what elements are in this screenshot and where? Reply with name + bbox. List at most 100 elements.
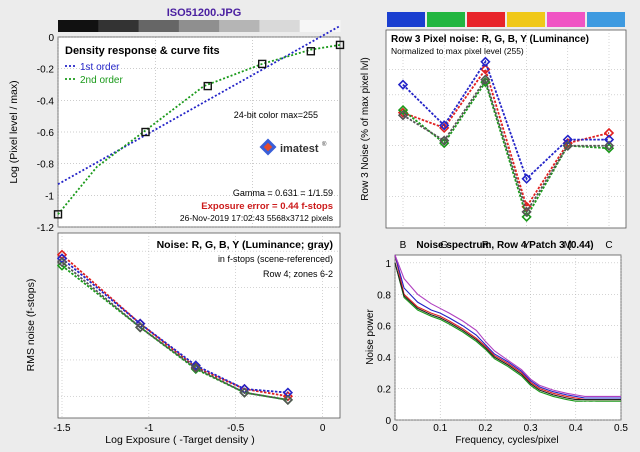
density-series bbox=[53, 25, 345, 219]
step-patch-1 bbox=[98, 20, 140, 32]
step-patch-2 bbox=[138, 20, 180, 32]
density-response-panel: ISO51200.JPG -1.2 -1 -0.8 -0.6 -0.4 -0.2 0 Log… bbox=[8, 7, 345, 234]
pixel-noise-point-Y bbox=[397, 110, 409, 121]
imatest-logo-mark-inner bbox=[263, 142, 273, 152]
color-patch-Y bbox=[507, 12, 545, 27]
imatest-logo-text: imatest bbox=[280, 143, 319, 155]
legend-2nd-order-label: 2nd order bbox=[80, 75, 123, 86]
density-measured-point bbox=[141, 127, 150, 137]
pixel-noise-x-tick: C bbox=[605, 240, 612, 251]
density-line-2nd-order bbox=[57, 44, 341, 215]
exposure-error-note: Exposure error = 0.44 f-stops bbox=[201, 201, 333, 212]
density-grid bbox=[57, 36, 340, 228]
step-patch-6 bbox=[299, 20, 341, 32]
density-y-axis-label: Log (Pixel level / max) bbox=[8, 80, 20, 183]
date-note: 26-Nov-2019 17:02:43 5568x3712 pixels bbox=[180, 213, 333, 223]
fstop-noise-x-tick-labels: -1.5 -1 -0.5 0 bbox=[53, 423, 325, 434]
fstop-noise-note: Row 4; zones 6-2 bbox=[263, 269, 333, 279]
color-info-note: 24-bit color max=255 bbox=[234, 110, 318, 120]
density-chart-title: Density response & curve fits bbox=[65, 45, 220, 57]
fstop-noise-point-Y bbox=[282, 394, 294, 405]
density-measured-point bbox=[53, 210, 63, 219]
pixel-noise-point-B bbox=[562, 134, 573, 145]
density-y-tick: -1 bbox=[45, 191, 54, 202]
pixel-noise-x-tick: M bbox=[564, 240, 572, 251]
pixel-noise-point-B bbox=[439, 120, 450, 131]
pixel-noise-x-tick: Y bbox=[523, 240, 530, 251]
pixel-noise-point-B bbox=[603, 134, 615, 145]
pixel-noise-panel: Row 3 Pixel noise: R, G, B, Y (Luminance… bbox=[360, 12, 627, 251]
noise-spectrum-x-tick: 0.5 bbox=[614, 423, 628, 434]
pixel-noise-point-Y bbox=[480, 74, 491, 85]
pixel-noise-plot-area bbox=[385, 29, 627, 229]
noise-spectrum-y-tick: 0 bbox=[385, 416, 391, 427]
pixel-noise-series bbox=[397, 56, 615, 223]
pixel-noise-point-Y bbox=[521, 206, 532, 217]
density-y-tick: -0.8 bbox=[37, 160, 55, 171]
noise-spectrum-line-K bbox=[394, 262, 621, 401]
color-patch-C bbox=[587, 12, 625, 27]
step-patch-3 bbox=[178, 20, 220, 32]
noise-spectrum-plot-area bbox=[394, 254, 622, 421]
figure-title: ISO51200.JPG bbox=[167, 7, 242, 19]
density-y-tick: -0.4 bbox=[37, 96, 55, 107]
noise-spectrum-line-B bbox=[394, 254, 621, 399]
fstop-noise-point-Y bbox=[135, 322, 146, 333]
density-y-tick: -1.2 bbox=[37, 223, 55, 234]
density-y-tick: 0 bbox=[48, 33, 54, 44]
density-measured-point bbox=[306, 47, 316, 56]
color-patch-M bbox=[547, 12, 585, 27]
fstop-noise-plot-area bbox=[57, 232, 341, 419]
fstop-noise-point-Y bbox=[239, 387, 250, 398]
fstop-noise-x-axis-label: Log Exposure ( -Target density ) bbox=[105, 434, 254, 446]
pixel-noise-point-R bbox=[603, 127, 615, 139]
noise-spectrum-y-tick: 0.8 bbox=[377, 290, 391, 301]
fstop-noise-point-Y bbox=[190, 362, 201, 374]
fstop-noise-y-axis-label: RMS noise (f-stops) bbox=[25, 279, 37, 372]
pixel-noise-y-axis-label: Row 3 Noise (% of max pixel lvl) bbox=[360, 57, 371, 200]
fstop-noise-x-tick: -0.5 bbox=[227, 423, 245, 434]
pixel-noise-title: Row 3 Pixel noise: R, G, B, Y (Luminance… bbox=[391, 34, 589, 45]
density-y-tick: -0.2 bbox=[37, 65, 55, 76]
pixel-noise-point-B bbox=[480, 56, 491, 67]
pixel-noise-point-B bbox=[397, 79, 409, 90]
noise-spectrum-y-tick: 0.6 bbox=[377, 322, 391, 333]
pixel-noise-grid bbox=[386, 30, 626, 228]
fstop-noise-x-tick: 0 bbox=[320, 423, 326, 434]
noise-spectrum-y-tick: 0.4 bbox=[377, 353, 391, 364]
pixel-noise-point-Y bbox=[439, 135, 450, 146]
noise-spectrum-y-tick: 1 bbox=[385, 259, 391, 270]
watermark-text: ISO bbox=[582, 400, 598, 410]
color-patch-R bbox=[467, 12, 505, 27]
step-patch-4 bbox=[219, 20, 260, 32]
density-y-tick-labels: -1.2 -1 -0.8 -0.6 -0.4 -0.2 0 bbox=[37, 33, 55, 234]
noise-spectrum-panel: Noise spectrum, Row 4 Patch 3 (0.44) 0 0.… bbox=[365, 240, 628, 446]
noise-spectrum-series bbox=[394, 254, 621, 402]
noise-spectrum-title: Noise spectrum, Row 4 Patch 3 (0.44) bbox=[416, 240, 593, 251]
noise-spectrum-x-tick: 0.3 bbox=[524, 423, 538, 434]
fstop-noise-x-tick: -1 bbox=[144, 423, 153, 434]
density-measured-point bbox=[335, 40, 345, 50]
noise-spectrum-line-M bbox=[394, 254, 621, 397]
density-measured-point bbox=[203, 81, 212, 91]
fstop-noise-point-Y bbox=[56, 256, 68, 268]
step-patch-0 bbox=[58, 20, 99, 32]
pixel-noise-point-G bbox=[521, 211, 532, 223]
color-patch-B bbox=[387, 12, 425, 27]
legend-1st-order-label: 1st order bbox=[80, 62, 120, 73]
noise-spectrum-x-axis-label: Frequency, cycles/pixel bbox=[455, 435, 558, 446]
noise-spectrum-x-tick: 0 bbox=[392, 423, 398, 434]
density-line-1st-order bbox=[57, 25, 341, 186]
pixel-noise-line-Y bbox=[402, 77, 609, 214]
pixel-noise-point-G bbox=[397, 104, 409, 116]
pixel-noise-x-tick: R bbox=[482, 240, 489, 251]
color-patch-G bbox=[427, 12, 465, 27]
fstop-noise-panel: Noise: R, G, B, Y (Luminance; gray) in f… bbox=[25, 232, 341, 446]
fstop-noise-point-B bbox=[190, 360, 201, 371]
step-patch-5 bbox=[259, 20, 301, 32]
imatest-logo: imatest ® bbox=[259, 138, 327, 156]
fstop-noise-series bbox=[56, 249, 294, 405]
imatest-logo-reg: ® bbox=[322, 141, 327, 148]
